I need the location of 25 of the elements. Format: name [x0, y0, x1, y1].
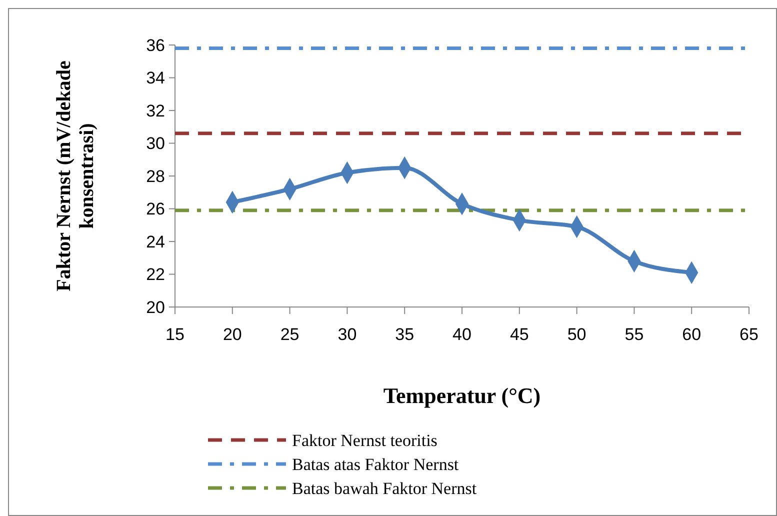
y-tick-label: 22 [146, 265, 165, 284]
legend-label: Batas bawah Faktor Nernst [292, 479, 477, 498]
y-tick-label: 36 [146, 36, 165, 55]
x-tick-label: 15 [166, 325, 184, 344]
y-tick-label: 24 [146, 232, 165, 252]
legend-label: Faktor Nernst teoritis [292, 431, 438, 450]
legend-label: Batas atas Faktor Nernst [292, 455, 459, 474]
x-tick-label: 65 [740, 325, 758, 344]
x-tick-label: 30 [338, 325, 357, 344]
y-tick-label: 28 [146, 166, 165, 186]
y-tick-label: 30 [146, 134, 165, 154]
y-tick-label: 34 [146, 68, 165, 88]
x-tick-label: 55 [624, 325, 644, 344]
x-tick-label: 40 [452, 325, 472, 344]
x-tick-label: 35 [395, 325, 414, 344]
x-tick-label: 25 [280, 325, 300, 344]
y-tick-label: 26 [146, 200, 165, 219]
x-tick-label: 45 [510, 325, 529, 344]
x-axis-title: Temperatur (°C) [383, 383, 541, 408]
x-tick-label: 50 [567, 325, 586, 344]
y-tick-label: 32 [146, 101, 165, 120]
x-tick-label: 60 [682, 325, 702, 344]
y-axis-title: Faktor Nernst (mV/dekade konsentrasi) [53, 60, 98, 292]
y-tick-label: 20 [146, 298, 165, 317]
x-tick-label: 20 [222, 325, 242, 344]
